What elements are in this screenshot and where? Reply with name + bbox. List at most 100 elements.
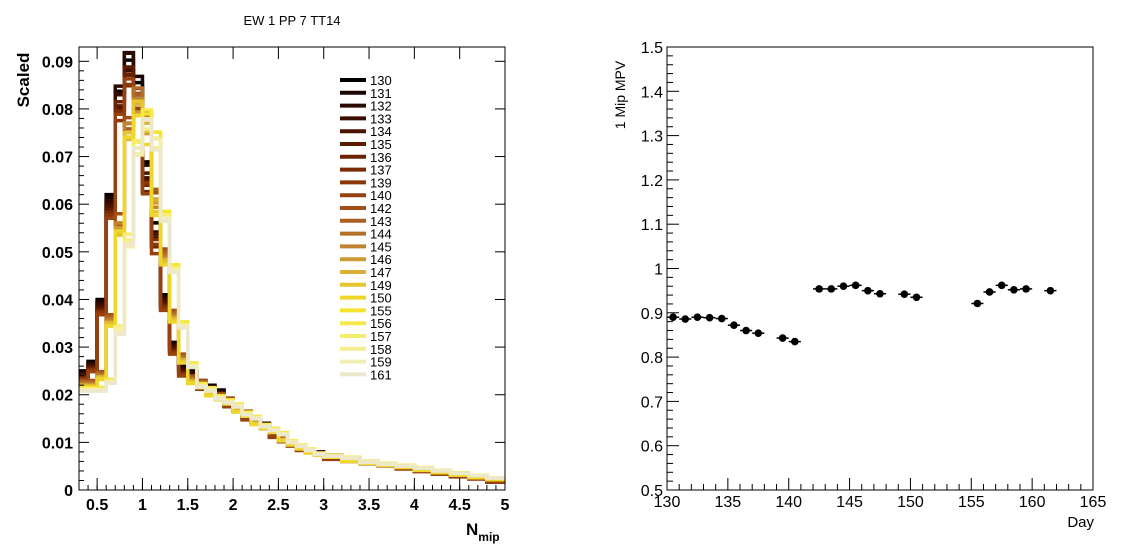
legend-label-135: 135 (370, 137, 392, 152)
legend-label-133: 133 (370, 111, 392, 126)
mpv-point (705, 313, 714, 322)
mpv-points (667, 281, 1057, 346)
histogram-x-tick-label: 0.5 (86, 497, 108, 514)
legend-label-145: 145 (370, 239, 392, 254)
mpv-x-tick-label: 160 (1019, 494, 1046, 511)
legend-label-161: 161 (370, 367, 392, 382)
histogram-plot-area (79, 50, 505, 484)
legend-label-149: 149 (370, 278, 392, 293)
mpv-y-tick-label: 0.9 (641, 306, 663, 323)
histogram-x-tick-label: 2 (229, 497, 238, 514)
histogram-y-tick-label: 0.04 (42, 292, 73, 309)
mpv-point (973, 299, 982, 308)
mpv-point (900, 290, 909, 298)
mpv-point (791, 337, 799, 346)
mpv-y-tick-label: 1.2 (641, 173, 663, 190)
histogram-title: EW 1 PP 7 TT14 (243, 13, 340, 28)
legend-label-159: 159 (370, 355, 392, 370)
legend-label-134: 134 (370, 124, 392, 139)
legend-label-143: 143 (370, 214, 392, 229)
histogram-frame (78, 46, 506, 491)
legend-label-142: 142 (370, 201, 392, 216)
histogram-x-tick-label: 5 (501, 497, 510, 514)
mpv-frame (666, 46, 1094, 491)
histogram-x-axis-label-subscript: mip (478, 530, 499, 544)
legend-label-136: 136 (370, 150, 392, 165)
legend-label-147: 147 (370, 265, 392, 280)
legend-label-155: 155 (370, 303, 392, 318)
histogram-x-ticks: 0.5 1 1.5 2 2.5 3 3.5 4 4.5 5 (86, 47, 510, 514)
legend-label-144: 144 (370, 227, 392, 242)
mpv-point (839, 282, 848, 291)
mpv-point (827, 285, 836, 293)
histogram-x-tick-label: 2.5 (267, 497, 289, 514)
mpv-x-tick-label: 130 (654, 494, 681, 511)
histogram-y-tick-label: 0 (64, 483, 73, 500)
mpv-point (754, 329, 763, 337)
mpv-point (742, 326, 750, 335)
legend-label-132: 132 (370, 99, 392, 114)
histogram-x-tick-label: 1 (138, 497, 147, 514)
mpv-point (997, 281, 1006, 290)
mpv-y-ticks: 0.5 0.6 0.7 0.8 0.9 1 1.1 1.2 1.3 1.4 1.5 (641, 40, 679, 500)
legend-label-131: 131 (370, 86, 392, 101)
histogram-y-tick-label: 0.08 (42, 102, 73, 119)
histogram-x-tick-label: 4 (410, 497, 419, 514)
legend-label-137: 137 (370, 163, 392, 178)
histogram-y-tick-label: 0.03 (42, 340, 73, 357)
mpv-y-tick-label: 1.4 (641, 84, 663, 101)
mpv-y-tick-label: 1.5 (641, 40, 663, 57)
mpv-point (912, 293, 921, 302)
histogram-x-axis-label: Nmip (466, 520, 500, 544)
mpv-x-tick-label: 145 (836, 494, 863, 511)
mpv-y-axis-label: 1 Mip MPV (612, 60, 628, 129)
mpv-x-tick-label: 165 (1080, 494, 1107, 511)
mpv-x-ticks: 130 135 140 145 150 155 160 165 (654, 478, 1107, 511)
mpv-point (985, 288, 994, 296)
mpv-x-tick-label: 150 (897, 494, 924, 511)
mpv-x-tick-label: 135 (715, 494, 742, 511)
mpv-point (851, 281, 860, 290)
legend-label-150: 150 (370, 291, 392, 306)
histogram-y-tick-label: 0.01 (42, 435, 73, 452)
histogram-y-tick-label: 0.09 (42, 54, 73, 71)
histogram-x-tick-label: 3 (319, 497, 328, 514)
mpv-y-tick-label: 0.6 (641, 439, 663, 456)
mpv-point (717, 314, 726, 323)
histogram-y-tick-label: 0.05 (42, 245, 73, 262)
legend-label-146: 146 (370, 252, 392, 267)
mpv-point (1010, 285, 1018, 294)
histogram-y-tick-label: 0.07 (42, 150, 73, 167)
histogram-legend: 1301311321331341351361371391401421431441… (340, 73, 392, 382)
legend-label-156: 156 (370, 316, 392, 331)
mpv-x-tick-label: 155 (958, 494, 985, 511)
mpv-y-tick-label: 0.5 (641, 483, 663, 500)
histogram-panel: EW 1 PP 7 TT14 0 0.01 0.02 0.03 0.04 0.05 0.06… (14, 13, 510, 544)
histogram-x-axis-label-main: N (466, 520, 478, 539)
mpv-point (693, 313, 702, 322)
mpv-point (876, 289, 884, 298)
mpv-point (815, 285, 823, 293)
histogram-y-axis-label: Scaled (14, 53, 33, 108)
mpv-y-tick-label: 1.3 (641, 129, 663, 146)
mpv-y-tick-label: 0.7 (641, 394, 663, 411)
histogram-series-161 (79, 118, 505, 480)
histogram-y-tick-label: 0.02 (42, 388, 73, 405)
mpv-point (864, 286, 872, 295)
mpv-point (1046, 286, 1055, 295)
histogram-x-tick-label: 4.5 (449, 497, 471, 514)
legend-label-158: 158 (370, 342, 392, 357)
mpv-y-tick-label: 0.8 (641, 350, 663, 367)
mpv-point (778, 334, 787, 342)
mpv-point (669, 313, 677, 322)
legend-label-130: 130 (370, 73, 392, 88)
histogram-y-tick-label: 0.06 (42, 197, 73, 214)
mpv-point (681, 315, 690, 323)
mpv-y-tick-label: 1 (654, 262, 663, 279)
mpv-y-tick-label: 1.1 (641, 217, 663, 234)
legend-label-140: 140 (370, 188, 392, 203)
histogram-x-tick-label: 1.5 (177, 497, 199, 514)
histogram-y-ticks: 0 0.01 0.02 0.03 0.04 0.05 0.06 0.07 0.08 0.09 (42, 54, 505, 500)
mpv-x-tick-label: 140 (775, 494, 802, 511)
